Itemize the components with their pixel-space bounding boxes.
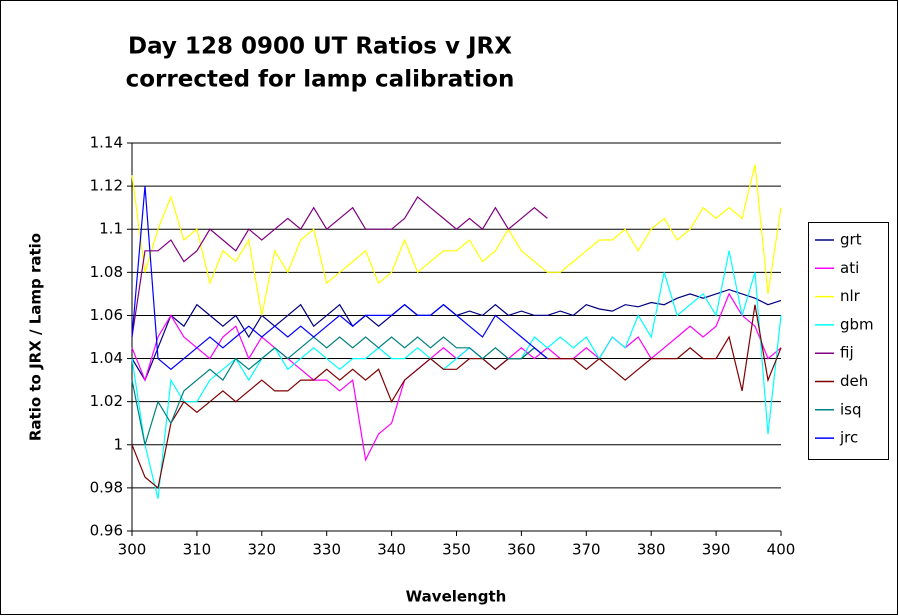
x-tick-label: 340: [377, 541, 406, 559]
legend-label: isq: [840, 400, 862, 418]
series-line: [131, 304, 782, 490]
series-line: [131, 195, 548, 338]
x-tick-label: 350: [442, 541, 471, 559]
y-tick-label: 1: [113, 435, 123, 453]
x-tick-label: 390: [702, 541, 731, 559]
series-line: [131, 186, 548, 371]
legend-label: grt: [840, 231, 862, 249]
series-line: [131, 336, 548, 445]
y-tick-label: 1.08: [90, 263, 123, 281]
legend-label: ati: [840, 259, 859, 277]
legend-label: fij: [840, 344, 854, 362]
legend-label: deh: [840, 372, 868, 390]
series-line: [131, 250, 782, 499]
chart-title: Day 128 0900 UT Ratios v JRX: [128, 34, 512, 60]
chart-title: corrected for lamp calibration: [126, 67, 515, 93]
x-tick-label: 320: [247, 541, 276, 559]
legend-label: nlr: [840, 287, 861, 305]
x-tick-label: 380: [637, 541, 666, 559]
y-tick-label: 1.12: [90, 177, 123, 195]
x-tick-label: 330: [312, 541, 341, 559]
y-tick-label: 1.1: [99, 220, 123, 238]
y-tick-label: 1.04: [90, 349, 123, 367]
x-axis-title: Wavelength: [406, 588, 507, 606]
y-tick-label: 0.96: [90, 522, 123, 540]
legend-box: [808, 222, 889, 460]
legend-label: jrc: [839, 429, 858, 447]
x-tick-label: 400: [767, 541, 796, 559]
y-axis-title: Ratio to JRX / Lamp ratio: [27, 233, 45, 441]
x-tick-label: 310: [183, 541, 212, 559]
y-tick-label: 0.98: [90, 478, 123, 496]
x-tick-label: 300: [118, 541, 147, 559]
x-tick-label: 360: [507, 541, 536, 559]
series-line: [131, 164, 782, 316]
legend-label: gbm: [840, 315, 874, 333]
x-tick-label: 370: [572, 541, 601, 559]
y-tick-label: 1.14: [90, 134, 123, 152]
y-tick-label: 1.02: [90, 392, 123, 410]
y-tick-label: 1.06: [90, 306, 123, 324]
